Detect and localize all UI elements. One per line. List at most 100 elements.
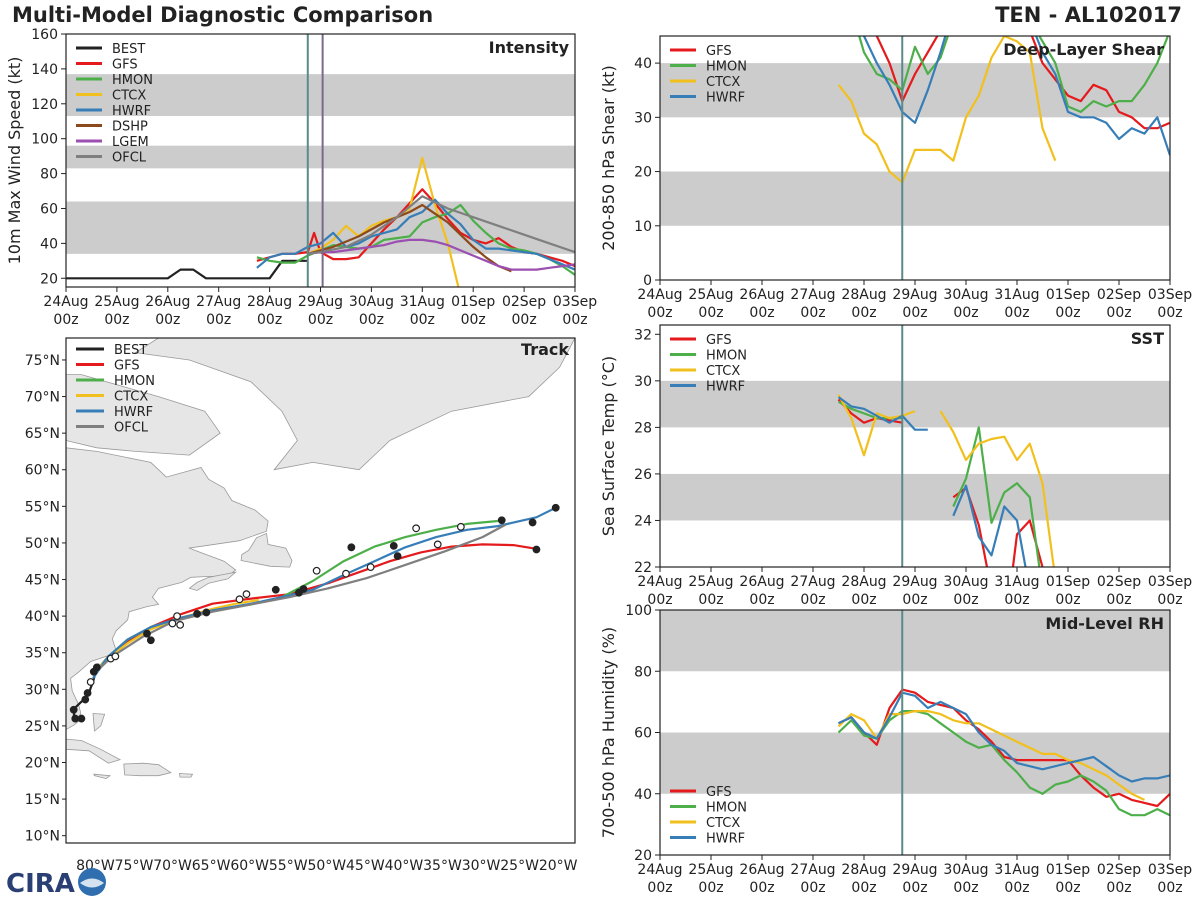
rh-xtick-label: 01Sep [1046,862,1090,878]
track-point [242,590,251,599]
shear-xtick-label: 02Sep [1097,287,1141,303]
sst-xtick-label-2: 00z [953,592,978,608]
rh-xtick-label-2: 00z [851,880,876,896]
rh-series-hwrf [838,691,1170,783]
shear-xtick-label: 24Aug [637,287,682,303]
intensity-legend-label: HMON [112,73,153,88]
track-point [528,518,537,527]
track-lat-label: 15°N [25,792,60,808]
track-point [77,714,86,723]
track-lat-label: 55°N [25,499,60,515]
track-title: Track [521,340,569,359]
rh-series-ctcx [837,709,1145,801]
track-point [176,620,185,629]
rh-xtick-label-2: 00z [1055,880,1080,896]
sst-xtick-label: 27Aug [790,574,835,590]
sst-legend-label: HMON [706,349,747,364]
rh-xtick-label-2: 00z [1157,880,1182,896]
shear-legend-label: HMON [706,60,747,75]
sst-xtick-label: 30Aug [943,574,988,590]
intensity-xtick-label-2: 00z [155,312,180,328]
rh-ylabel: 700-500 hPa Humidity (%) [599,627,618,838]
shear-xtick-label: 28Aug [841,287,886,303]
sst-legend-label: GFS [706,333,732,348]
intensity-xtick-label: 30Aug [349,294,394,310]
sst-xtick-label: 28Aug [841,574,886,590]
intensity-legend-label: DSHP [112,120,148,135]
intensity-xtick-label: 02Sep [502,294,546,310]
track-lat-label: 65°N [25,426,60,442]
shear-xtick-label-2: 00z [851,305,876,321]
rh-xtick-label-2: 00z [698,880,723,896]
rh-xtick-label-2: 00z [749,880,774,896]
land-bahamas [92,713,106,732]
track-point [235,595,244,604]
sst-xtick-label-2: 00z [698,592,723,608]
track-lon-label: 45°W [346,858,385,874]
intensity-series-ctcx [307,156,460,287]
shear-ytick-label: 30 [634,110,652,126]
intensity-panel [61,33,576,292]
intensity-legend-label: HWRF [112,104,151,119]
track-point [347,543,356,552]
rh-ytick-label: 100 [625,603,652,619]
intensity-series-ofcl [307,195,575,255]
intensity-xtick-label-2: 00z [359,312,384,328]
intensity-xtick-label-2: 00z [512,312,537,328]
intensity-xtick-label: 25Aug [94,294,139,310]
shear-xtick-label-2: 00z [1157,305,1182,321]
intensity-xtick-label-2: 00z [461,312,486,328]
intensity-series-lgem [307,238,575,271]
track-lat-label: 50°N [25,536,60,552]
rh-xtick-label: 27Aug [790,862,835,878]
intensity-ylabel: 10m Max Wind Speed (kt) [5,57,24,265]
intensity-xtick-label-2: 00z [53,312,78,328]
sst-ytick-label: 28 [634,420,652,436]
track-lat-label: 30°N [25,682,60,698]
rh-panel [655,609,1171,860]
sst-xtick-label-2: 00z [749,592,774,608]
rh-xtick-label: 24Aug [637,862,682,878]
intensity-xtick-label: 29Aug [298,294,343,310]
intensity-series-hmon [256,203,575,276]
intensity-xtick-label: 24Aug [43,294,88,310]
shear-xtick-label: 01Sep [1046,287,1090,303]
sst-legend-label: HWRF [706,380,745,395]
shear-xtick-label-2: 00z [1004,305,1029,321]
rh-xtick-label-2: 00z [800,880,825,896]
land-hispaniola [123,762,172,777]
rh-xtick-label: 02Sep [1097,862,1141,878]
track-lat-label: 25°N [25,719,60,735]
sst-ytick-label: 24 [634,513,652,529]
cira-logo: CIRA [6,868,106,898]
track-point [342,569,350,578]
track-point [532,545,541,554]
intensity-series-hwrf [256,198,575,271]
shear-series-hwrf [862,36,1170,156]
sst-xtick-label-2: 00z [647,592,672,608]
intensity-legend-label: BEST [112,42,145,57]
rh-xtick-label-2: 00z [902,880,927,896]
shear-xtick-label-2: 00z [800,305,825,321]
track-lat-label: 75°N [25,353,60,369]
track-series-ofcl [92,523,507,676]
rh-legend-label: GFS [706,785,732,800]
track-lat-label: 45°N [25,573,60,589]
track-point [86,678,95,686]
shear-xtick-label: 31Aug [994,287,1039,303]
intensity-xtick-label-2: 00z [308,312,333,328]
track-point [497,516,506,525]
track-legend-label: GFS [114,359,140,374]
track-point [146,636,155,645]
sst-xtick-label-2: 00z [851,592,876,608]
shear-xtick-label-2: 00z [1055,305,1080,321]
intensity-legend-label: CTCX [112,89,146,104]
sst-xtick-label-2: 00z [1157,592,1182,608]
land-puerto-rico [178,773,194,778]
intensity-series-dshp [307,203,512,273]
rh-xtick-label: 31Aug [994,862,1039,878]
intensity-band [66,74,575,117]
rh-series-hmon [837,709,1170,817]
sst-series-group [837,394,1055,567]
